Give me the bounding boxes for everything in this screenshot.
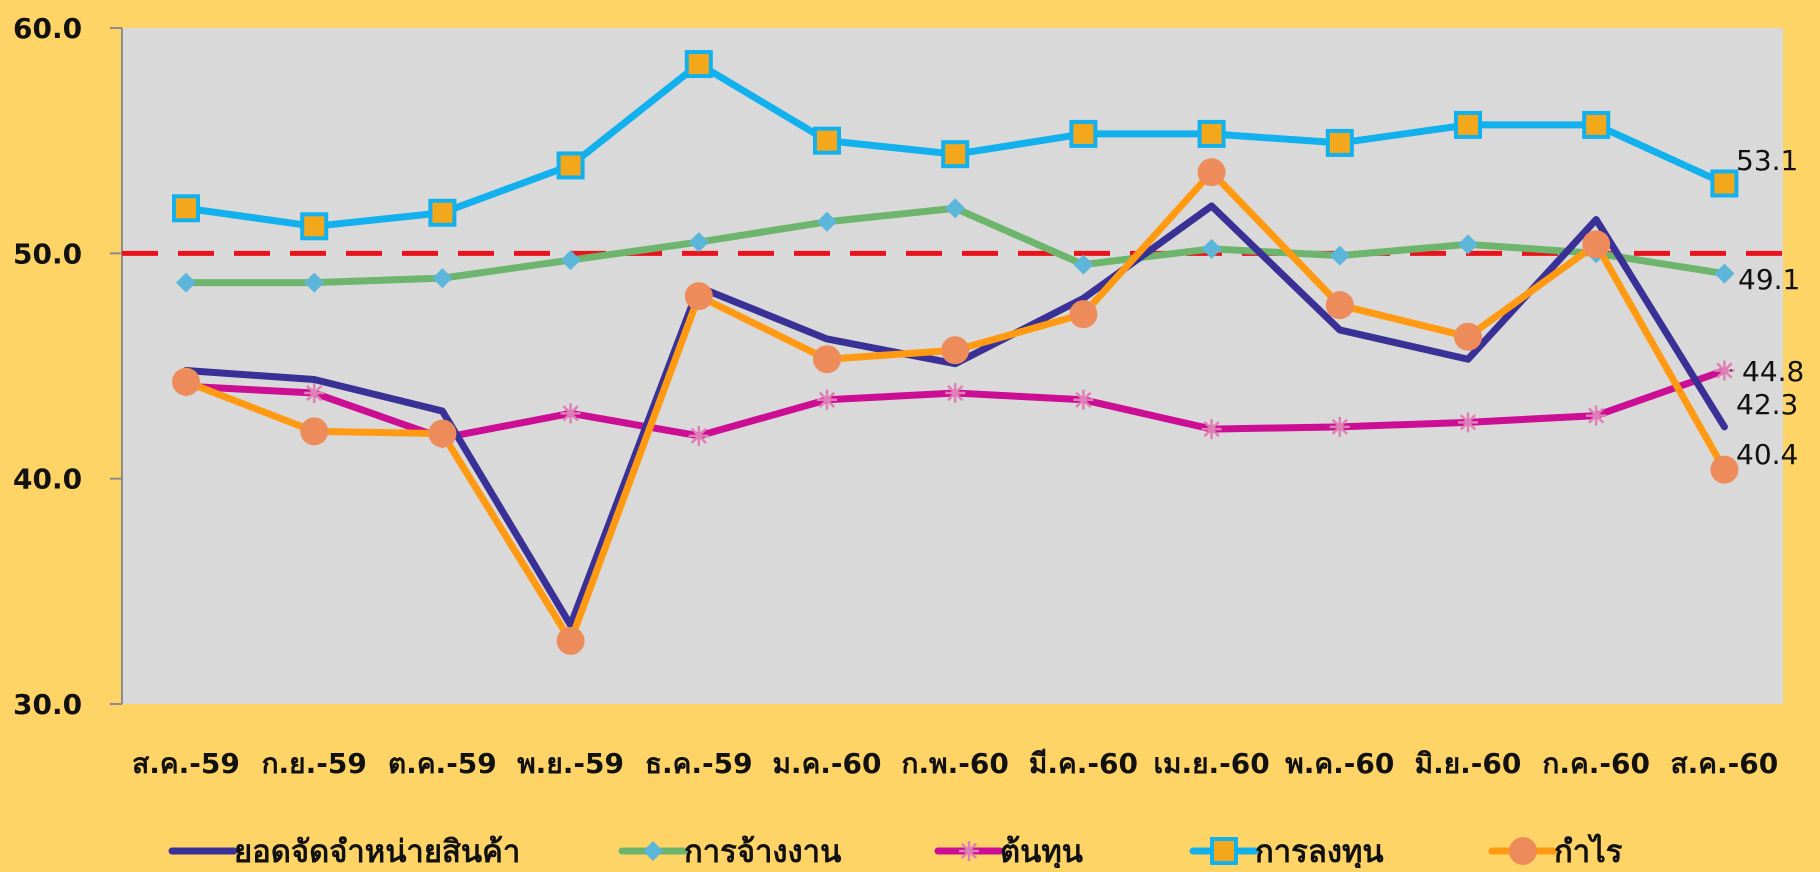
- series-point-cost: [1201, 419, 1222, 440]
- series-point-employment: [176, 272, 196, 293]
- series-point-investment: [813, 126, 841, 155]
- series-point-profit: [941, 336, 970, 365]
- series-point-employment: [304, 272, 325, 293]
- x-category-label: มิ.ย.-60: [1415, 747, 1522, 780]
- series-point-investment: [1325, 128, 1354, 157]
- series-point-employment: [1458, 234, 1478, 255]
- x-category-label: พ.ย.-59: [517, 747, 624, 780]
- series-point-profit: [813, 345, 841, 374]
- legend-label-cost: ต้นทุน: [1000, 834, 1083, 868]
- legend-label-profit: กำไร: [1554, 833, 1623, 868]
- x-category-label: ม.ค.-60: [772, 747, 881, 780]
- series-point-cost: [304, 383, 325, 404]
- y-tick-label: 30.0: [13, 688, 82, 721]
- end-label-investment: 53.1: [1736, 144, 1798, 177]
- x-category-label: พ.ค.-60: [1285, 747, 1394, 780]
- series-point-employment: [1714, 263, 1735, 284]
- series-point-employment: [817, 211, 837, 232]
- series-point-profit: [428, 419, 457, 448]
- legend-label-investment: การลงทุน: [1255, 834, 1384, 868]
- x-category-label: ก.พ.-60: [902, 747, 1009, 780]
- series-point-employment: [688, 232, 709, 253]
- series-point-cost: [688, 425, 709, 446]
- series-point-employment: [432, 268, 453, 289]
- series-point-employment: [1329, 245, 1350, 266]
- end-label-employment: 49.1: [1738, 263, 1800, 296]
- end-label-profit: 40.4: [1736, 438, 1798, 471]
- series-point-profit: [684, 282, 713, 311]
- series-point-cost: [1714, 360, 1735, 381]
- legend-label-employment: การจ้างงาน: [684, 834, 841, 868]
- x-category-label: ก.ย.-59: [262, 747, 367, 780]
- series-point-employment: [560, 250, 581, 271]
- series-point-employment: [945, 198, 966, 219]
- series-point-investment: [1454, 110, 1482, 139]
- series-point-employment: [1073, 254, 1094, 275]
- x-category-label: ส.ค.-60: [1671, 747, 1779, 780]
- series-point-investment: [556, 151, 585, 180]
- x-category-label: มี.ค.-60: [1029, 747, 1138, 780]
- series-point-cost: [1073, 389, 1094, 410]
- legend-marker-investment: [1210, 837, 1238, 865]
- series-point-profit: [1582, 230, 1611, 259]
- end-label-sales: 42.3: [1736, 388, 1798, 421]
- x-category-label: เม.ย.-60: [1153, 747, 1269, 780]
- series-point-investment: [1710, 169, 1739, 198]
- series-point-investment: [172, 194, 200, 223]
- series-point-investment: [300, 212, 329, 241]
- series-point-profit: [300, 417, 329, 446]
- series-point-investment: [684, 50, 713, 79]
- y-tick-label: 40.0: [13, 463, 82, 496]
- x-category-label: ก.ค.-60: [1542, 747, 1650, 780]
- series-point-investment: [941, 140, 970, 169]
- legend-marker-profit: [1509, 837, 1537, 865]
- legend-marker-cost: [959, 841, 979, 861]
- legend-marker-employment: [643, 841, 663, 861]
- end-label-cost: 44.8: [1742, 355, 1804, 388]
- series-point-cost: [560, 403, 581, 424]
- series-point-cost: [945, 383, 966, 404]
- series-point-investment: [1069, 119, 1098, 148]
- series-point-cost: [1329, 416, 1350, 437]
- series-point-profit: [1325, 291, 1354, 320]
- series-point-profit: [1069, 300, 1098, 329]
- series-point-cost: [1458, 412, 1478, 433]
- series-point-cost: [817, 389, 837, 410]
- legend-label-sales: ยอดจัดจำหน่ายสินค้า: [234, 834, 520, 868]
- series-point-profit: [172, 367, 200, 396]
- series-point-employment: [1201, 238, 1222, 259]
- series-point-investment: [428, 198, 457, 227]
- series-point-cost: [1586, 405, 1607, 426]
- series-point-investment: [1197, 119, 1226, 148]
- x-category-label: ต.ค.-59: [388, 747, 497, 780]
- series-point-profit: [556, 626, 585, 655]
- series-point-investment: [1582, 110, 1611, 139]
- x-category-label: ธ.ค.-59: [645, 747, 753, 780]
- y-tick-label: 50.0: [13, 237, 82, 270]
- y-tick-label: 60.0: [13, 12, 82, 45]
- series-point-profit: [1710, 455, 1739, 484]
- series-point-profit: [1454, 322, 1482, 351]
- series-point-profit: [1197, 158, 1226, 187]
- x-category-label: ส.ค.-59: [132, 747, 240, 780]
